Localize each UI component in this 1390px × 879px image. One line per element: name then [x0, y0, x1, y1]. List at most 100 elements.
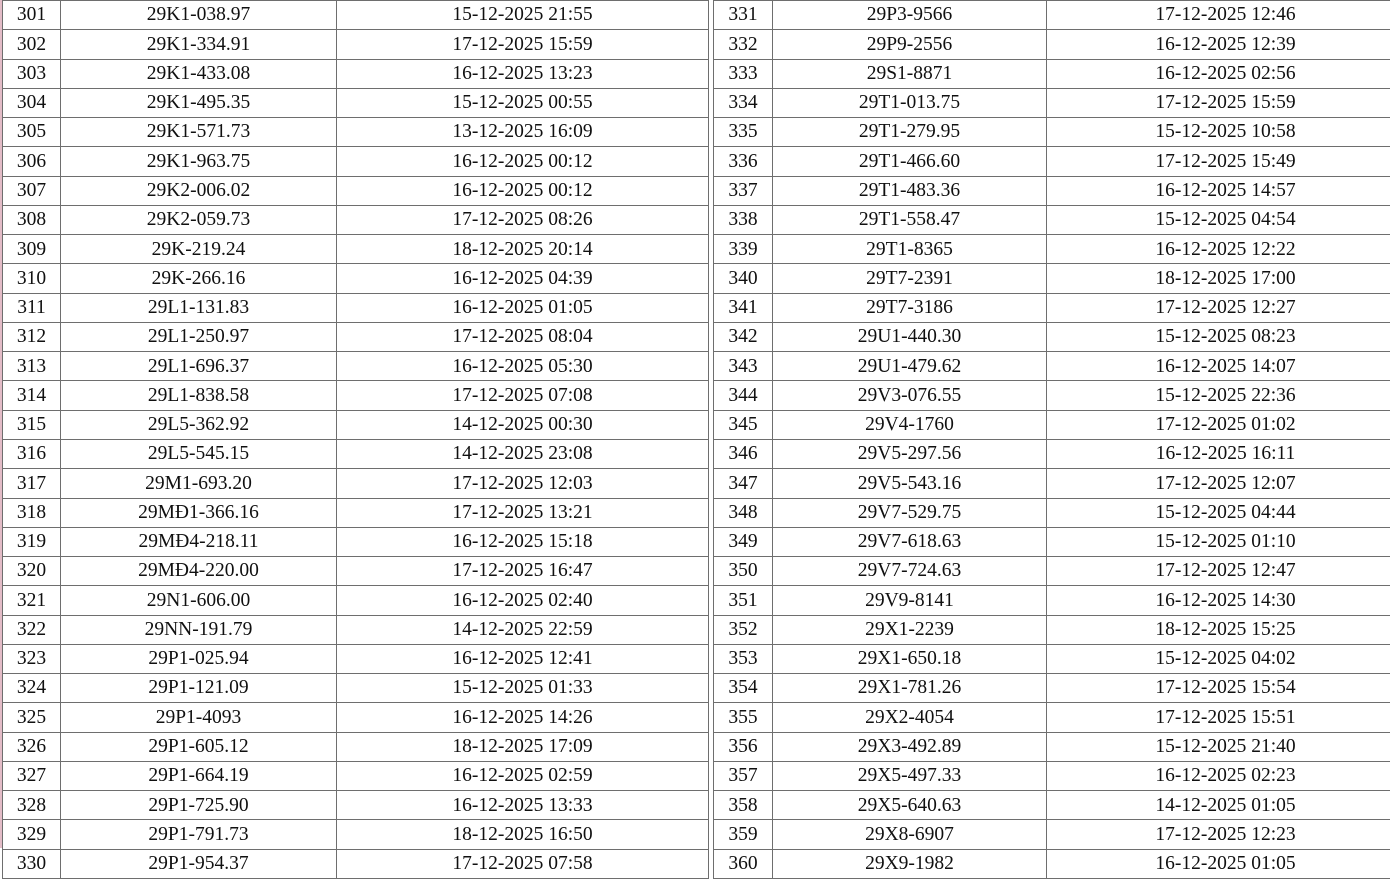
datetime-cell: 17-12-2025 12:47 — [1047, 557, 1390, 586]
datetime-cell: 16-12-2025 13:23 — [337, 59, 709, 88]
row-index-cell: 336 — [714, 147, 773, 176]
row-index-cell: 356 — [714, 732, 773, 761]
row-index-cell: 315 — [3, 410, 61, 439]
row-index-cell: 314 — [3, 381, 61, 410]
datetime-cell: 15-12-2025 10:58 — [1047, 118, 1390, 147]
plate-number-cell: 29V7-529.75 — [773, 498, 1047, 527]
plate-number-cell: 29MĐ4-218.11 — [61, 527, 337, 556]
plate-number-cell: 29T1-558.47 — [773, 205, 1047, 234]
datetime-cell: 16-12-2025 13:33 — [337, 791, 709, 820]
plate-number-cell: 29NN-191.79 — [61, 615, 337, 644]
datetime-cell: 17-12-2025 12:27 — [1047, 293, 1390, 322]
datetime-cell: 17-12-2025 01:02 — [1047, 410, 1390, 439]
plate-number-cell: 29V5-297.56 — [773, 439, 1047, 468]
row-index-cell: 317 — [3, 469, 61, 498]
plate-number-cell: 29L5-362.92 — [61, 410, 337, 439]
plate-number-cell: 29X1-2239 — [773, 615, 1047, 644]
datetime-cell: 16-12-2025 15:18 — [337, 527, 709, 556]
row-index-cell: 307 — [3, 176, 61, 205]
row-index-cell: 355 — [714, 703, 773, 732]
row-index-cell: 313 — [3, 352, 61, 381]
row-index-cell: 338 — [714, 205, 773, 234]
datetime-cell: 18-12-2025 20:14 — [337, 235, 709, 264]
datetime-cell: 17-12-2025 13:21 — [337, 498, 709, 527]
datetime-cell: 16-12-2025 02:23 — [1047, 761, 1390, 790]
row-index-cell: 342 — [714, 322, 773, 351]
datetime-cell: 18-12-2025 17:00 — [1047, 264, 1390, 293]
plate-number-cell: 29K2-059.73 — [61, 205, 337, 234]
plate-number-cell: 29L5-545.15 — [61, 439, 337, 468]
datetime-cell: 17-12-2025 15:51 — [1047, 703, 1390, 732]
plate-number-cell: 29X5-640.63 — [773, 791, 1047, 820]
datetime-cell: 16-12-2025 12:39 — [1047, 30, 1390, 59]
datetime-cell: 16-12-2025 14:57 — [1047, 176, 1390, 205]
datetime-cell: 16-12-2025 02:59 — [337, 761, 709, 790]
datetime-cell: 16-12-2025 05:30 — [337, 352, 709, 381]
datetime-cell: 17-12-2025 07:08 — [337, 381, 709, 410]
datetime-cell: 15-12-2025 04:02 — [1047, 644, 1390, 673]
datetime-cell: 17-12-2025 08:04 — [337, 322, 709, 351]
plate-number-cell: 29K1-038.97 — [61, 1, 337, 30]
plate-number-cell: 29K-219.24 — [61, 235, 337, 264]
plate-number-cell: 29N1-606.00 — [61, 586, 337, 615]
row-index-cell: 306 — [3, 147, 61, 176]
plate-number-cell: 29M1-693.20 — [61, 469, 337, 498]
datetime-cell: 16-12-2025 16:11 — [1047, 439, 1390, 468]
datetime-cell: 15-12-2025 08:23 — [1047, 322, 1390, 351]
row-index-cell: 326 — [3, 732, 61, 761]
row-index-cell: 358 — [714, 791, 773, 820]
plate-number-cell: 29V5-543.16 — [773, 469, 1047, 498]
datetime-cell: 15-12-2025 21:40 — [1047, 732, 1390, 761]
plate-number-cell: 29MĐ1-366.16 — [61, 498, 337, 527]
plate-number-cell: 29V7-724.63 — [773, 557, 1047, 586]
plate-number-cell: 29L1-131.83 — [61, 293, 337, 322]
row-index-cell: 360 — [714, 849, 773, 878]
page-edge-artifact — [0, 0, 2, 848]
plate-number-cell: 29T7-2391 — [773, 264, 1047, 293]
row-index-cell: 335 — [714, 118, 773, 147]
row-index-cell: 339 — [714, 235, 773, 264]
plate-number-cell: 29T1-013.75 — [773, 88, 1047, 117]
plate-number-cell: 29U1-479.62 — [773, 352, 1047, 381]
plate-number-cell: 29K1-571.73 — [61, 118, 337, 147]
plate-number-cell: 29K1-433.08 — [61, 59, 337, 88]
datetime-cell: 17-12-2025 12:07 — [1047, 469, 1390, 498]
datetime-cell: 13-12-2025 16:09 — [337, 118, 709, 147]
plate-number-cell: 29L1-696.37 — [61, 352, 337, 381]
datetime-cell: 17-12-2025 12:23 — [1047, 820, 1390, 849]
row-index-cell: 333 — [714, 59, 773, 88]
datetime-cell: 14-12-2025 00:30 — [337, 410, 709, 439]
row-index-cell: 321 — [3, 586, 61, 615]
row-index-cell: 301 — [3, 1, 61, 30]
